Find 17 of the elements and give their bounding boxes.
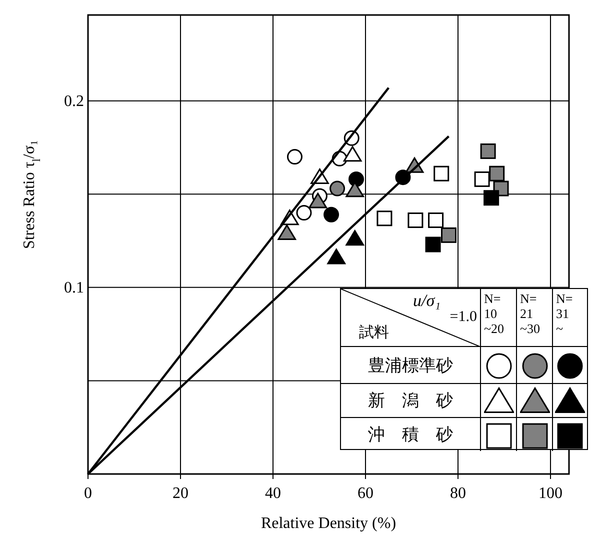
annotation: N=31~ — [556, 291, 574, 336]
x-tick-label: 40 — [265, 485, 281, 502]
x-axis-title: Relative Density (%) — [260, 515, 396, 532]
x-tick-label: 80 — [450, 485, 466, 502]
annotation: u/σ₁ =1.0 — [413, 291, 477, 326]
y-tick-label: 0.2 — [64, 92, 84, 110]
annotation: N=21~30 — [520, 291, 542, 336]
annotation: 沖 積 砂 — [341, 418, 481, 451]
annotation: N=10~20 — [484, 291, 506, 336]
annotation: 試料 — [359, 324, 389, 342]
y-tick-label: 0.1 — [64, 279, 84, 296]
x-tick-label: 0 — [84, 485, 92, 502]
x-tick-label: 20 — [172, 485, 188, 502]
x-tick-label: 100 — [538, 485, 562, 502]
x-tick-label: 60 — [358, 485, 374, 502]
annotation: 新 潟 砂 — [341, 384, 481, 418]
annotation: 豊浦標準砂 — [341, 347, 481, 384]
